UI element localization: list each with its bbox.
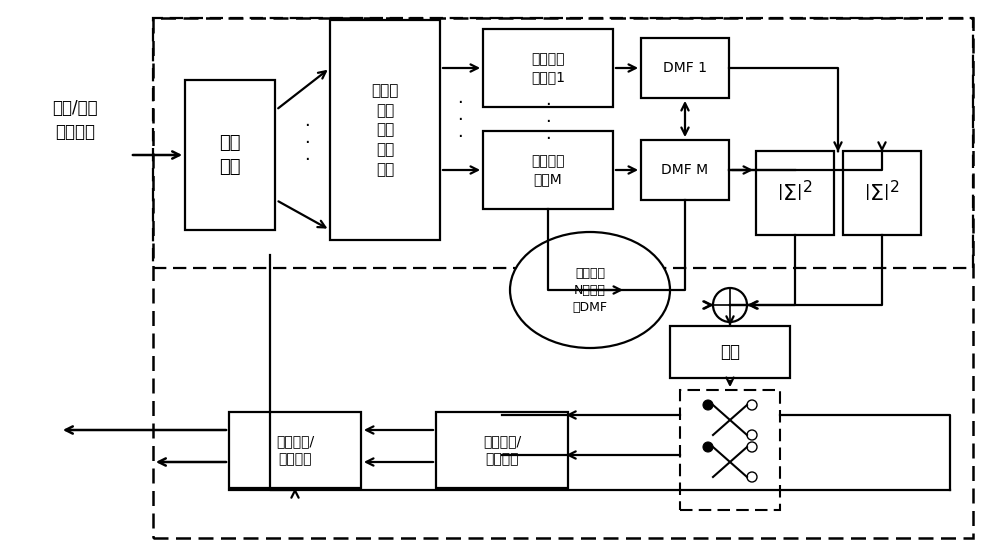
Bar — [756, 151, 834, 235]
Circle shape — [703, 400, 713, 410]
Circle shape — [703, 442, 713, 452]
Text: ·
·
·: · · · — [304, 117, 310, 168]
Text: 中频/射频
数字信号: 中频/射频 数字信号 — [52, 99, 98, 141]
Text: 串并
转换: 串并 转换 — [219, 134, 241, 176]
Text: DMF M: DMF M — [661, 163, 709, 177]
Bar — [843, 151, 921, 235]
Text: 捕获: 捕获 — [720, 343, 740, 361]
Text: 根升余弦
滤波器1: 根升余弦 滤波器1 — [531, 52, 565, 84]
Bar — [483, 131, 613, 209]
Bar — [670, 326, 790, 378]
Bar — [330, 20, 440, 240]
Bar — [483, 29, 613, 107]
Text: 根升余弦
滤波M: 根升余弦 滤波M — [531, 154, 565, 186]
Text: 分别送入
N路波束
的DMF: 分别送入 N路波束 的DMF — [572, 266, 608, 314]
Bar — [153, 18, 973, 538]
Text: DMF 1: DMF 1 — [663, 61, 707, 75]
Bar — [153, 18, 973, 268]
Text: ·
·
·: · · · — [545, 96, 551, 147]
Bar — [641, 38, 729, 98]
Text: ·
·
·: · · · — [457, 95, 463, 146]
Text: $\left|\Sigma\right|^2$: $\left|\Sigma\right|^2$ — [777, 180, 813, 206]
Text: 下变频
多相
滤波
抽取
滤波: 下变频 多相 滤波 抽取 滤波 — [371, 83, 399, 177]
Bar — [680, 390, 780, 510]
Bar — [229, 412, 361, 488]
Bar — [185, 80, 275, 230]
Bar — [641, 140, 729, 200]
Bar — [436, 412, 568, 488]
Text: 相对功率/
相位测量: 相对功率/ 相位测量 — [276, 434, 314, 466]
Text: 名义功率/
相位测量: 名义功率/ 相位测量 — [483, 434, 521, 466]
Ellipse shape — [510, 232, 670, 348]
Text: $\left|\Sigma\right|^2$: $\left|\Sigma\right|^2$ — [864, 180, 900, 206]
